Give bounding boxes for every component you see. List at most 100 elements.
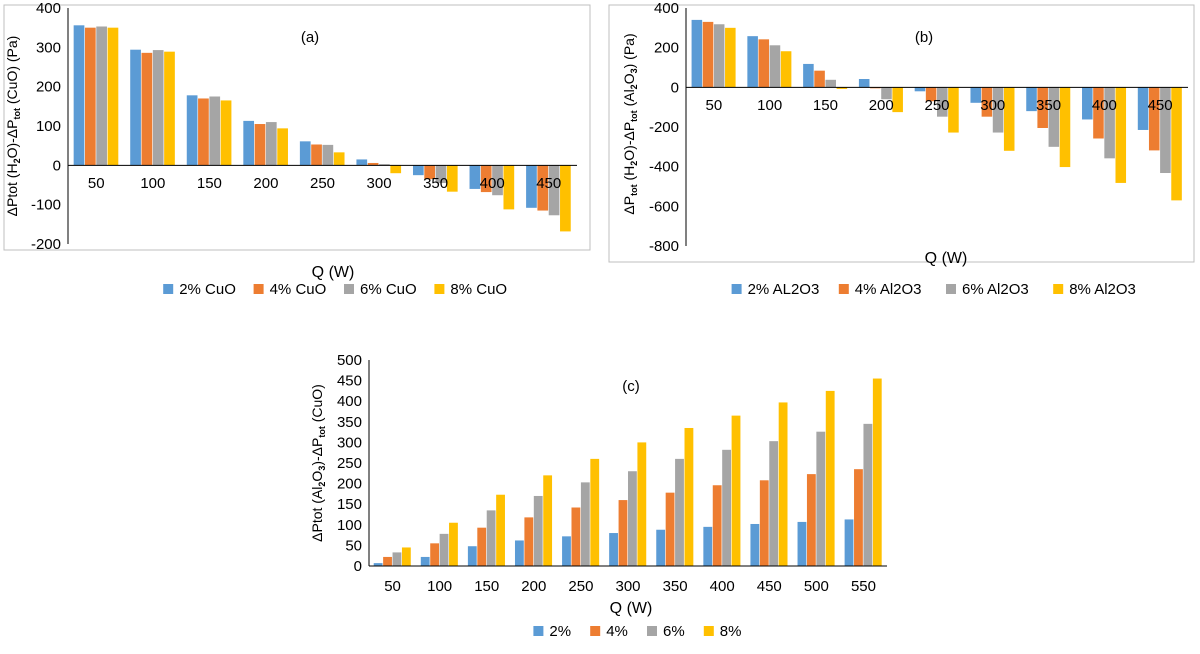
bar: [243, 120, 255, 166]
legend-label: 2% CuO: [179, 281, 236, 298]
bar: [449, 522, 458, 566]
bar: [914, 87, 926, 92]
bar: [590, 458, 600, 566]
x-axis-title: Q (W): [925, 250, 968, 267]
chart-panel-a: -200 -100 0 100 200 300 400 50 100 150 200 250 300 35…: [3, 0, 591, 298]
bar: [722, 449, 731, 566]
bar: [1093, 87, 1104, 139]
x-tick-label: 450: [536, 175, 561, 192]
bar: [981, 87, 993, 117]
y-tick-label: 0: [354, 558, 362, 575]
bar: [96, 26, 107, 166]
bar: [486, 510, 496, 566]
y-axis-title-part: tot: [629, 110, 639, 122]
legend: 2% CuO 4% CuO 6% CuO 8% CuO: [163, 281, 507, 298]
bar: [925, 87, 937, 102]
bar: [863, 423, 873, 566]
y-tick-label: 200: [36, 79, 61, 96]
bar: [492, 165, 503, 196]
legend-swatch: [1053, 284, 1064, 294]
bar: [814, 70, 825, 88]
bar: [778, 402, 788, 566]
y-tick-label: 250: [337, 455, 362, 472]
bar: [543, 475, 553, 566]
legend-label: 6%: [663, 623, 685, 640]
y-axis-title: ΔPtot (H2O)-ΔPtot (CuO) (Pa): [4, 36, 22, 217]
bar: [390, 165, 402, 174]
y-axis-title-part: (Al: [621, 89, 637, 110]
y-axis-title-part: (CuO) (Pa): [4, 36, 20, 108]
bar: [797, 521, 807, 566]
bar: [747, 36, 758, 88]
bar: [198, 98, 209, 166]
bar: [806, 474, 816, 566]
bar: [467, 546, 477, 566]
bar: [759, 480, 769, 566]
bar: [526, 165, 537, 208]
y-tick-label: 350: [337, 414, 362, 431]
bar: [1148, 87, 1160, 151]
y-axis-title-part: tot: [317, 426, 327, 438]
legend-label: 2%: [549, 623, 571, 640]
legend-label: 6% CuO: [360, 281, 417, 298]
x-tick-label: 300: [367, 175, 392, 192]
bar: [675, 458, 684, 566]
bar: [435, 165, 447, 184]
bar: [948, 87, 959, 133]
bar: [637, 442, 647, 566]
bar: [446, 165, 458, 192]
y-tick-label: 200: [654, 40, 679, 57]
plot-frame: [608, 4, 1195, 263]
legend-label: 4% CuO: [270, 281, 327, 298]
y-tick-label: 450: [337, 373, 362, 390]
bar: [836, 87, 848, 89]
legend-swatch: [838, 284, 849, 294]
bar: [881, 87, 892, 100]
legend-label: 8% CuO: [450, 281, 507, 298]
legend-swatch: [163, 284, 174, 294]
bar: [872, 378, 882, 566]
bar: [725, 27, 736, 88]
x-tick-label: 300: [980, 97, 1005, 114]
y-axis-title-part: 2: [12, 158, 22, 163]
y-axis-title-part: tot: [12, 108, 22, 120]
bar: [665, 492, 675, 566]
bar: [731, 415, 741, 566]
x-tick-label: 150: [197, 175, 222, 192]
y-axis-title-part: 2: [629, 84, 639, 89]
y-axis-title-part: )-ΔP: [309, 438, 325, 466]
bar: [854, 469, 863, 566]
x-tick-label: 350: [423, 175, 448, 192]
x-tick-label: 400: [710, 578, 735, 595]
x-axis-title: Q (W): [610, 600, 653, 617]
x-tick-label: 400: [1092, 97, 1117, 114]
x-tick-label: 150: [813, 97, 838, 114]
bar: [333, 152, 345, 166]
bar: [107, 27, 119, 166]
x-tick-label: 500: [804, 578, 829, 595]
x-tick-label: 100: [757, 97, 782, 114]
panel-label: (a): [301, 29, 319, 46]
legend-swatch: [647, 626, 657, 636]
bar: [580, 482, 590, 566]
bar: [469, 165, 481, 189]
x-tick-label: 200: [869, 97, 894, 114]
bar: [844, 519, 854, 566]
bar: [712, 485, 722, 566]
y-axis-title-part: 3: [629, 68, 639, 73]
bar: [209, 96, 221, 166]
bar: [496, 494, 505, 566]
bar: [379, 164, 390, 166]
legend-swatch: [590, 626, 601, 636]
bar: [769, 441, 779, 566]
y-axis-title-part: ΔP: [621, 196, 637, 215]
legend-label: 8%: [720, 623, 742, 640]
bar: [1037, 87, 1048, 128]
x-tick-label: 50: [88, 175, 105, 192]
x-tick-label: 300: [615, 578, 640, 595]
bar: [780, 51, 792, 88]
bar: [373, 563, 383, 566]
bar: [684, 427, 694, 566]
y-tick-label: 0: [671, 79, 679, 96]
